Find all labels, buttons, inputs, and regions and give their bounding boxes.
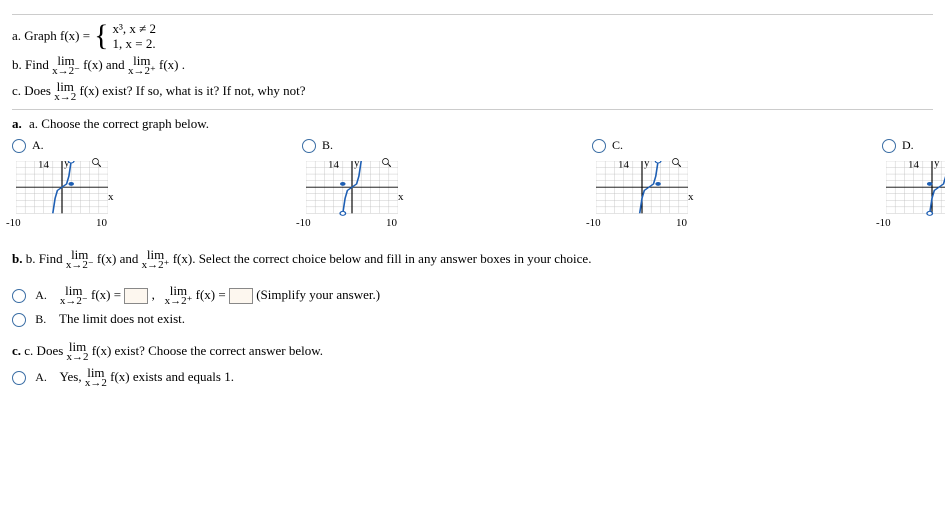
answer-input-1[interactable] <box>124 288 148 304</box>
option-d[interactable]: D. y 14 x -10 10 <box>882 138 945 235</box>
question-b: b. Find lim x→2⁻ f(x) and lim x→2⁺ f(x) … <box>12 55 933 77</box>
lim-right: lim x→2⁺ <box>128 55 156 77</box>
graph-options: A. y 14 x -10 10 B. <box>12 138 933 235</box>
piece1: x³, x ≠ 2 <box>112 21 156 36</box>
opt-letter-a: A. <box>32 138 44 153</box>
opt-letter-c: C. <box>612 138 623 153</box>
opt-letter-b: B. <box>322 138 333 153</box>
radio-c[interactable] <box>592 139 606 153</box>
radio-b-a[interactable] <box>12 289 26 303</box>
part-a-prompt: a. a. Choose the correct graph below. <box>12 116 933 132</box>
part-b-prompt: b. b. Find limx→2⁻ f(x) and limx→2⁺ f(x)… <box>12 249 933 271</box>
and1: and <box>106 57 128 72</box>
q-a-prefix: a. Graph f(x) = <box>12 28 90 44</box>
fx2: f(x) <box>159 57 182 72</box>
graph-c[interactable]: y 14 x -10 10 <box>592 159 702 235</box>
fx1: f(x) <box>83 57 106 72</box>
piece2: 1, x = 2. <box>112 36 156 51</box>
graph-d[interactable]: y 14 x -10 10 <box>882 159 945 235</box>
option-a[interactable]: A. y 14 x -10 10 <box>12 138 122 235</box>
question-a: a. Graph f(x) = { x³, x ≠ 2 1, x = 2. <box>12 21 933 51</box>
lim-left: lim x→2⁻ <box>52 55 80 77</box>
b-hint: (Simplify your answer.) <box>256 287 380 302</box>
a-bold: a. <box>12 116 22 131</box>
b-optA-letter: A. <box>35 288 47 302</box>
opt-letter-d: D. <box>902 138 914 153</box>
part-c-option-a[interactable]: A. Yes, limx→2 f(x) exists and equals 1. <box>12 367 933 389</box>
radio-d[interactable] <box>882 139 896 153</box>
b-bold: b. <box>12 251 22 266</box>
option-b[interactable]: B. y 14 x -10 10 <box>302 138 412 235</box>
part-c-prompt: c. c. Does limx→2 f(x) exist? Choose the… <box>12 341 933 363</box>
question-c: c. Does lim x→2 f(x) exist? If so, what … <box>12 81 933 103</box>
b-optB-letter: B. <box>35 312 46 326</box>
graph-a[interactable]: y 14 x -10 10 <box>12 159 122 235</box>
q-c-post: f(x) exist? If so, what is it? If not, w… <box>80 83 306 98</box>
part-b-option-a[interactable]: A. limx→2⁻ f(x) = , limx→2⁺ f(x) = (Simp… <box>12 285 933 307</box>
b-optB-text: The limit does not exist. <box>59 311 185 326</box>
part-b-option-b[interactable]: B. The limit does not exist. <box>12 311 933 327</box>
piecewise: x³, x ≠ 2 1, x = 2. <box>112 21 156 51</box>
c-bold: c. <box>12 343 21 358</box>
q-c-pre: c. Does <box>12 83 54 98</box>
q-b-pre: b. Find <box>12 57 52 72</box>
c-optA-letter: A. <box>35 370 47 384</box>
graph-b[interactable]: y 14 x -10 10 <box>302 159 412 235</box>
answer-input-2[interactable] <box>229 288 253 304</box>
radio-b-b[interactable] <box>12 313 26 327</box>
radio-c-a[interactable] <box>12 371 26 385</box>
radio-b[interactable] <box>302 139 316 153</box>
brace: { <box>94 21 108 51</box>
option-c[interactable]: C. y 14 x -10 10 <box>592 138 702 235</box>
radio-a[interactable] <box>12 139 26 153</box>
lim2: lim x→2 <box>54 81 76 103</box>
